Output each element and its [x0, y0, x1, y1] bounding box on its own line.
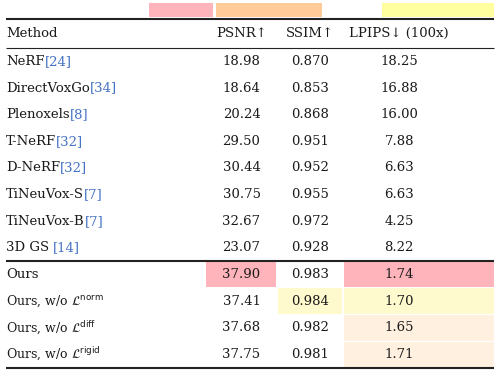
Text: 1.74: 1.74 — [384, 268, 414, 281]
Text: LPIPS↓ (100x): LPIPS↓ (100x) — [350, 27, 449, 40]
Text: TiNeuVox-B: TiNeuVox-B — [6, 215, 85, 228]
Text: 0.951: 0.951 — [291, 135, 329, 148]
Text: 0.982: 0.982 — [291, 321, 329, 334]
Text: 32.67: 32.67 — [223, 215, 260, 228]
FancyBboxPatch shape — [344, 262, 494, 287]
Text: Plenoxels: Plenoxels — [6, 108, 69, 121]
Text: 1.70: 1.70 — [384, 295, 414, 308]
Text: 0.952: 0.952 — [291, 161, 329, 175]
Text: NeRF: NeRF — [6, 55, 45, 68]
Text: 0.972: 0.972 — [291, 215, 329, 228]
Text: Ours, w/o $\mathcal{L}^{\mathrm{rigid}}$: Ours, w/o $\mathcal{L}^{\mathrm{rigid}}$ — [6, 346, 101, 363]
Text: 0.984: 0.984 — [291, 295, 329, 308]
Text: 18.64: 18.64 — [223, 81, 260, 95]
Text: 18.25: 18.25 — [380, 55, 418, 68]
Text: [32]: [32] — [56, 135, 83, 148]
Text: DirectVoxGo: DirectVoxGo — [6, 81, 90, 95]
Text: 23.07: 23.07 — [223, 241, 260, 255]
Text: 4.25: 4.25 — [384, 215, 414, 228]
Text: [14]: [14] — [54, 241, 80, 255]
Text: SSIM↑: SSIM↑ — [286, 27, 334, 40]
Text: 0.870: 0.870 — [291, 55, 329, 68]
Text: 0.928: 0.928 — [291, 241, 329, 255]
FancyBboxPatch shape — [149, 3, 213, 17]
Text: [34]: [34] — [90, 81, 117, 95]
Text: 0.983: 0.983 — [291, 268, 329, 281]
Text: 7.88: 7.88 — [384, 135, 414, 148]
Text: 20.24: 20.24 — [223, 108, 260, 121]
Text: 3D GS: 3D GS — [6, 241, 54, 255]
FancyBboxPatch shape — [206, 262, 276, 287]
FancyBboxPatch shape — [344, 315, 494, 341]
Text: 37.75: 37.75 — [223, 348, 260, 361]
Text: 6.63: 6.63 — [384, 188, 414, 201]
FancyBboxPatch shape — [382, 3, 494, 17]
FancyBboxPatch shape — [278, 288, 342, 314]
Text: 6.63: 6.63 — [384, 161, 414, 175]
Text: 0.868: 0.868 — [291, 108, 329, 121]
FancyBboxPatch shape — [344, 342, 494, 367]
Text: Ours, w/o $\mathcal{L}^{\mathrm{norm}}$: Ours, w/o $\mathcal{L}^{\mathrm{norm}}$ — [6, 293, 104, 309]
Text: 30.75: 30.75 — [223, 188, 260, 201]
Text: [7]: [7] — [85, 215, 103, 228]
Text: 18.98: 18.98 — [223, 55, 260, 68]
Text: 0.981: 0.981 — [291, 348, 329, 361]
Text: 0.955: 0.955 — [291, 188, 329, 201]
Text: [24]: [24] — [45, 55, 71, 68]
Text: 1.71: 1.71 — [384, 348, 414, 361]
Text: Ours: Ours — [6, 268, 39, 281]
Text: Method: Method — [6, 27, 58, 40]
Text: 8.22: 8.22 — [384, 241, 414, 255]
Text: D-NeRF: D-NeRF — [6, 161, 60, 175]
Text: [8]: [8] — [69, 108, 88, 121]
Text: T-NeRF: T-NeRF — [6, 135, 56, 148]
FancyBboxPatch shape — [216, 3, 322, 17]
Text: TiNeuVox-S: TiNeuVox-S — [6, 188, 84, 201]
Text: 30.44: 30.44 — [223, 161, 260, 175]
Text: [7]: [7] — [84, 188, 103, 201]
Text: 0.853: 0.853 — [291, 81, 329, 95]
FancyBboxPatch shape — [344, 288, 494, 314]
Text: 37.90: 37.90 — [223, 268, 260, 281]
Text: 1.65: 1.65 — [384, 321, 414, 334]
Text: Ours, w/o $\mathcal{L}^{\mathrm{diff}}$: Ours, w/o $\mathcal{L}^{\mathrm{diff}}$ — [6, 319, 96, 336]
Text: 16.88: 16.88 — [380, 81, 418, 95]
Text: PSNR↑: PSNR↑ — [216, 27, 267, 40]
Text: [32]: [32] — [60, 161, 87, 175]
Text: 37.41: 37.41 — [223, 295, 260, 308]
Text: 37.68: 37.68 — [223, 321, 260, 334]
Text: 16.00: 16.00 — [380, 108, 418, 121]
Text: 29.50: 29.50 — [223, 135, 260, 148]
